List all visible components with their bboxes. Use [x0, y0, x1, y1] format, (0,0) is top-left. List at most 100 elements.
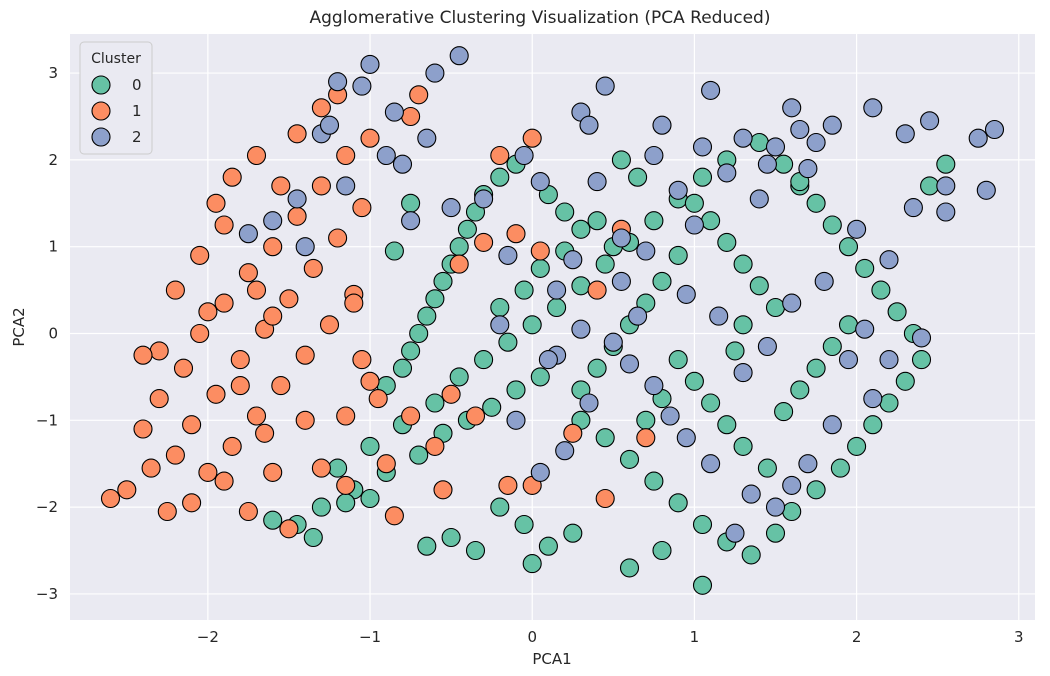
point-cluster-0 [571, 276, 591, 296]
legend-label-1: 1 [132, 102, 142, 120]
point-cluster-0 [684, 371, 704, 391]
point-cluster-1 [336, 475, 356, 495]
point-cluster-0 [733, 436, 753, 456]
point-cluster-0 [425, 393, 445, 413]
point-cluster-0 [692, 575, 713, 595]
y-axis-label: PCA2 [10, 307, 28, 346]
point-cluster-2 [401, 211, 421, 231]
point-cluster-2 [474, 189, 494, 209]
point-cluster-0 [595, 254, 615, 274]
point-cluster-2 [587, 172, 607, 192]
y-tick-labels: −3 −2 −1 0 1 2 3 [36, 64, 58, 603]
point-cluster-1 [311, 98, 331, 118]
point-cluster-0 [611, 150, 631, 170]
point-cluster-2 [903, 198, 923, 218]
point-cluster-0 [733, 315, 753, 335]
point-cluster-2 [798, 454, 818, 474]
point-cluster-2 [263, 211, 283, 231]
point-cluster-0 [530, 367, 550, 387]
point-cluster-2 [514, 145, 534, 166]
point-cluster-0 [514, 514, 534, 535]
point-cluster-2 [684, 215, 704, 235]
point-cluster-0 [498, 332, 518, 352]
point-cluster-1 [100, 488, 121, 509]
point-cluster-2 [619, 354, 640, 374]
point-cluster-0 [717, 415, 737, 435]
point-cluster-1 [449, 254, 469, 274]
point-cluster-1 [190, 323, 210, 344]
point-cluster-2 [920, 111, 940, 131]
x-tick-labels: −2 −1 0 1 2 3 [197, 628, 1024, 646]
point-cluster-0 [303, 527, 323, 548]
point-cluster-1 [173, 358, 194, 378]
point-cluster-1 [214, 293, 234, 313]
point-cluster-0 [692, 514, 713, 535]
point-cluster-0 [782, 501, 802, 522]
point-cluster-0 [765, 523, 786, 543]
point-cluster-2 [936, 176, 956, 196]
point-cluster-0 [668, 245, 688, 265]
point-cluster-1 [506, 224, 526, 244]
point-cluster-2 [879, 350, 899, 370]
point-cluster-2 [490, 315, 510, 335]
point-cluster-0 [644, 471, 664, 491]
point-cluster-0 [652, 271, 672, 291]
point-cluster-0 [538, 536, 558, 556]
point-cluster-2 [563, 250, 583, 270]
point-cluster-1 [295, 345, 315, 365]
point-cluster-1 [222, 167, 242, 187]
point-cluster-0 [433, 271, 453, 291]
point-cluster-1 [263, 306, 283, 326]
point-cluster-1 [425, 436, 445, 456]
point-cluster-0 [887, 302, 907, 322]
point-cluster-1 [238, 501, 258, 522]
point-cluster-0 [806, 358, 826, 378]
point-cluster-2 [765, 137, 786, 157]
point-cluster-1 [279, 289, 299, 309]
point-cluster-0 [417, 306, 437, 326]
point-cluster-2 [644, 145, 664, 166]
point-cluster-0 [628, 167, 648, 187]
point-cluster-1 [319, 315, 340, 335]
point-cluster-2 [328, 72, 348, 92]
point-cluster-2 [984, 119, 1005, 140]
point-cluster-2 [701, 454, 721, 474]
point-cluster-0 [482, 397, 502, 417]
point-cluster-1 [384, 506, 404, 526]
point-cluster-2 [863, 389, 883, 409]
point-cluster-0 [587, 358, 607, 378]
x-tick-label: 3 [1014, 628, 1024, 646]
point-cluster-1 [401, 406, 421, 426]
legend-marker-0 [91, 75, 111, 95]
point-cluster-2 [336, 176, 356, 196]
point-cluster-2 [806, 132, 826, 153]
point-cluster-0 [336, 493, 356, 513]
point-cluster-0 [401, 341, 421, 361]
point-cluster-2 [733, 128, 753, 148]
point-cluster-1 [230, 350, 250, 370]
y-tick-label: −1 [36, 411, 58, 429]
point-cluster-1 [595, 488, 615, 509]
point-cluster-0 [765, 297, 786, 318]
point-cluster-1 [287, 124, 307, 144]
point-cluster-2 [547, 280, 567, 300]
point-cluster-2 [319, 115, 340, 135]
point-cluster-1 [336, 145, 356, 166]
point-cluster-2 [287, 189, 307, 209]
point-cluster-1 [263, 462, 283, 482]
point-cluster-1 [206, 384, 226, 404]
point-cluster-0 [392, 358, 413, 378]
point-cluster-0 [717, 232, 737, 252]
point-cluster-1 [214, 471, 234, 491]
point-cluster-0 [490, 167, 510, 187]
point-cluster-1 [246, 280, 267, 300]
point-cluster-0 [457, 219, 477, 239]
point-cluster-2 [936, 202, 956, 222]
point-cluster-0 [863, 415, 883, 435]
point-cluster-2 [757, 336, 777, 357]
point-cluster-1 [279, 519, 299, 539]
point-cluster-1 [530, 241, 550, 261]
x-tick-label: 2 [852, 628, 862, 646]
point-cluster-0 [311, 497, 331, 517]
